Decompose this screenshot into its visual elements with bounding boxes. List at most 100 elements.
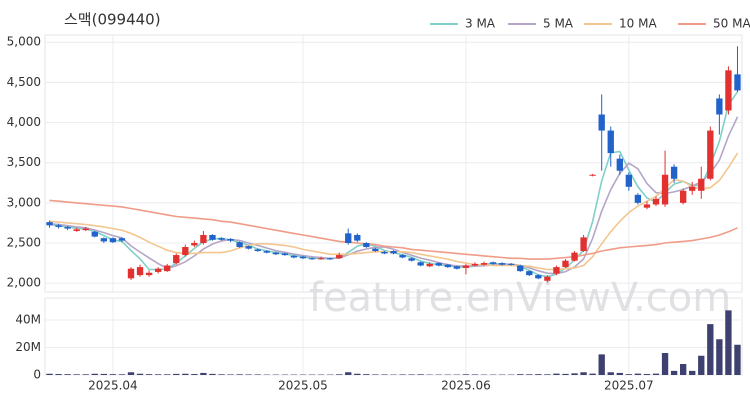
candle-body bbox=[390, 251, 397, 254]
legend-label: 50 MA bbox=[713, 17, 750, 31]
y-tick-label: 2,000 bbox=[7, 276, 41, 290]
volume-tick-label: 20M bbox=[15, 340, 41, 354]
candle-body bbox=[218, 238, 225, 240]
candle-body bbox=[707, 130, 714, 179]
candle-body bbox=[634, 194, 642, 203]
candle-body bbox=[154, 268, 162, 272]
volume-bar bbox=[173, 373, 180, 375]
volume-bar bbox=[64, 374, 71, 375]
candle-body bbox=[426, 263, 433, 267]
volume-bar bbox=[571, 373, 578, 375]
volume-bar bbox=[218, 374, 225, 375]
volume-bar bbox=[254, 374, 261, 375]
volume-bar bbox=[354, 373, 361, 375]
candle-body bbox=[408, 258, 415, 261]
volume-bar bbox=[245, 374, 252, 375]
volume-bar bbox=[236, 374, 243, 375]
volume-bar bbox=[589, 373, 596, 375]
volume-bar bbox=[670, 370, 678, 375]
candle-body bbox=[417, 262, 424, 266]
ma-line bbox=[49, 199, 738, 260]
candle-body bbox=[73, 229, 80, 231]
candle-body bbox=[173, 255, 180, 264]
candle-body bbox=[670, 166, 678, 179]
candle-body bbox=[435, 263, 442, 266]
volume-bar bbox=[209, 373, 216, 375]
candle-body bbox=[354, 234, 361, 241]
candle-body bbox=[336, 255, 343, 259]
candle-body bbox=[182, 247, 189, 256]
volume-bar bbox=[200, 372, 207, 375]
volume-bar bbox=[471, 374, 479, 375]
volume-bar bbox=[381, 374, 388, 375]
candle-body bbox=[164, 265, 171, 272]
y-tick-label: 4,500 bbox=[7, 75, 41, 89]
candle-body bbox=[290, 255, 298, 258]
candle-body bbox=[200, 234, 207, 244]
price-panel bbox=[44, 34, 743, 293]
y-tick-label: 2,500 bbox=[7, 236, 41, 250]
candle-body bbox=[517, 265, 524, 272]
volume-bar bbox=[462, 374, 470, 375]
candle-body bbox=[109, 238, 117, 243]
candle-body bbox=[625, 174, 633, 187]
candle-body bbox=[498, 263, 506, 265]
candle-body bbox=[381, 251, 388, 254]
candle-body bbox=[55, 225, 62, 227]
candle-body bbox=[399, 255, 406, 258]
candle-body bbox=[263, 251, 270, 253]
volume-bar bbox=[46, 373, 53, 375]
candle-body bbox=[345, 233, 352, 244]
volume-bar bbox=[127, 372, 135, 375]
candle-body bbox=[299, 256, 307, 259]
candle-body bbox=[616, 158, 623, 171]
volume-bar bbox=[164, 374, 171, 375]
volume-bar bbox=[725, 310, 732, 375]
volume-bar bbox=[679, 364, 687, 375]
volume-bar bbox=[182, 373, 189, 375]
candle-body bbox=[716, 98, 723, 115]
candle-body bbox=[598, 114, 605, 131]
candle-body bbox=[91, 231, 98, 237]
candle-body bbox=[254, 249, 261, 252]
candle-body bbox=[535, 275, 542, 279]
volume-bar bbox=[91, 373, 98, 375]
candle-body bbox=[317, 258, 325, 260]
y-tick-label: 5,000 bbox=[7, 35, 41, 49]
legend-label: 10 MA bbox=[619, 17, 657, 31]
candle-body bbox=[661, 174, 669, 205]
candle-body bbox=[272, 252, 279, 255]
volume-bar bbox=[652, 373, 660, 375]
legend-label: 3 MA bbox=[465, 17, 496, 31]
x-tick-label: 2025.05 bbox=[278, 379, 328, 393]
volume-bar bbox=[145, 374, 153, 375]
candle-body bbox=[643, 204, 651, 208]
candle-body bbox=[689, 186, 696, 191]
volume-bar bbox=[82, 374, 89, 375]
volume-bar bbox=[109, 374, 117, 375]
volume-bar bbox=[73, 374, 80, 375]
candle-body bbox=[191, 243, 198, 246]
candle-body bbox=[580, 237, 587, 252]
candle-body bbox=[508, 263, 515, 265]
candle-body bbox=[679, 190, 687, 203]
candle-body bbox=[245, 246, 252, 249]
volume-bar bbox=[118, 374, 126, 375]
volume-bar bbox=[55, 374, 62, 375]
volume-bar bbox=[100, 373, 108, 375]
candle-body bbox=[136, 267, 144, 276]
candle-body bbox=[652, 198, 660, 205]
volume-tick-label: 0 bbox=[33, 368, 41, 382]
candle-body bbox=[209, 234, 216, 240]
candle-body bbox=[698, 178, 705, 191]
volume-bar bbox=[707, 324, 714, 375]
volume-bar bbox=[562, 373, 569, 375]
volume-bar bbox=[598, 354, 605, 375]
candle-body bbox=[562, 260, 569, 268]
volume-bar bbox=[417, 374, 424, 375]
volume-bar bbox=[616, 372, 623, 375]
x-tick-label: 2025.07 bbox=[604, 379, 654, 393]
volume-tick-label: 40M bbox=[15, 313, 41, 327]
volume-bar bbox=[716, 339, 723, 375]
